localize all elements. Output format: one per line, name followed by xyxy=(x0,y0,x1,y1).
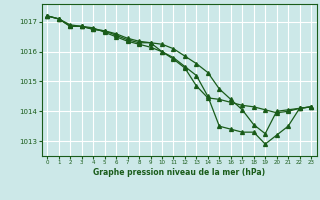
X-axis label: Graphe pression niveau de la mer (hPa): Graphe pression niveau de la mer (hPa) xyxy=(93,168,265,177)
